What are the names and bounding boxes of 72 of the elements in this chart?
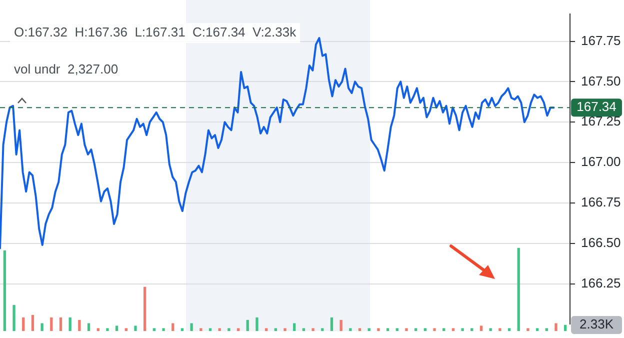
bar bbox=[461, 328, 464, 331]
bar bbox=[321, 328, 324, 331]
bar bbox=[59, 317, 62, 331]
bar bbox=[358, 328, 362, 331]
y-tick-label: 167.50 bbox=[581, 73, 621, 88]
bar bbox=[480, 326, 483, 331]
bar bbox=[31, 314, 34, 331]
bar bbox=[424, 328, 426, 331]
text: 2.33K bbox=[580, 316, 614, 332]
bar bbox=[564, 324, 567, 331]
y-tick-label: 166.25 bbox=[581, 275, 621, 290]
bar bbox=[536, 328, 539, 331]
bar bbox=[452, 328, 455, 331]
bar bbox=[264, 328, 268, 331]
bar bbox=[78, 320, 81, 331]
bar bbox=[115, 326, 118, 331]
bar bbox=[405, 328, 408, 331]
bar bbox=[517, 248, 520, 331]
bar bbox=[489, 328, 492, 331]
bar bbox=[208, 328, 212, 331]
bar bbox=[162, 328, 165, 331]
y-tick-label: 167.00 bbox=[581, 154, 621, 170]
bar bbox=[256, 317, 258, 331]
bar bbox=[3, 250, 6, 331]
bar bbox=[386, 328, 390, 331]
bar bbox=[96, 328, 100, 331]
bar bbox=[545, 328, 548, 331]
bar bbox=[274, 328, 277, 331]
annotation: vol undr 2,327.00 bbox=[14, 62, 118, 77]
bar bbox=[152, 328, 156, 331]
bar bbox=[12, 305, 16, 331]
bar bbox=[554, 323, 558, 331]
bar bbox=[180, 328, 184, 331]
bar bbox=[50, 317, 53, 331]
y-tick-label: 167.25 bbox=[581, 114, 621, 129]
bar bbox=[293, 323, 296, 331]
bar bbox=[330, 317, 334, 331]
y-tick-label: 167.75 bbox=[581, 32, 621, 48]
bar bbox=[312, 328, 314, 331]
bar bbox=[106, 328, 109, 331]
bar bbox=[134, 326, 137, 331]
bar bbox=[284, 328, 286, 331]
bar bbox=[246, 320, 249, 331]
bar bbox=[377, 328, 380, 331]
bar bbox=[22, 317, 25, 331]
bar bbox=[470, 328, 474, 331]
bar bbox=[442, 328, 446, 331]
bar bbox=[200, 328, 202, 331]
bar bbox=[433, 328, 436, 331]
bar bbox=[302, 328, 306, 331]
bar bbox=[508, 328, 511, 331]
bar bbox=[228, 328, 230, 331]
bar bbox=[396, 328, 398, 331]
annotation: O:167.32 H:167.36 L:167.31 C:167.34 V:2.33k bbox=[14, 24, 297, 40]
bar bbox=[172, 323, 174, 331]
bar bbox=[68, 317, 72, 331]
y-tick-label: 166.50 bbox=[581, 234, 621, 250]
bar bbox=[498, 328, 502, 331]
bar bbox=[368, 328, 370, 331]
bar bbox=[124, 328, 128, 331]
bar bbox=[414, 328, 418, 331]
bar bbox=[218, 328, 221, 331]
y-tick-label: 166.75 bbox=[581, 194, 621, 210]
bar bbox=[236, 328, 240, 331]
bar bbox=[87, 323, 90, 331]
ref-line-label: 167.34 bbox=[576, 99, 616, 114]
bar bbox=[340, 320, 342, 331]
bar bbox=[526, 328, 530, 331]
bar bbox=[190, 323, 193, 331]
bar bbox=[40, 323, 44, 331]
bar bbox=[349, 328, 352, 331]
bar bbox=[144, 286, 146, 331]
